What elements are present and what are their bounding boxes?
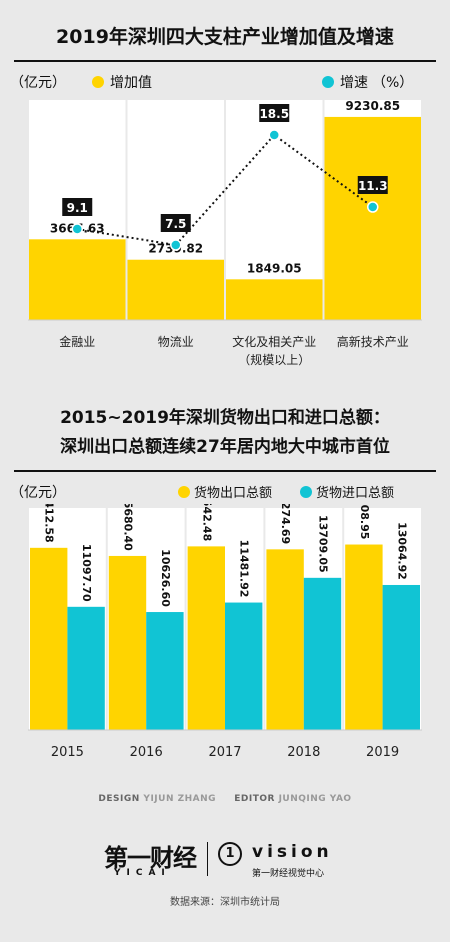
chart1-growth-label-box-2 — [259, 104, 290, 122]
chart1-unit-left: （亿元） — [10, 75, 66, 91]
chart1-bar-2 — [226, 279, 323, 320]
chart1-legend-line: 增速 — [340, 75, 368, 91]
chart2-import-label-0: 11097.70 — [80, 544, 93, 602]
chart2-export-label-1: 15680.40 — [122, 504, 135, 551]
chart1-bar-0 — [29, 239, 126, 320]
chart2-legend-import-dot — [300, 486, 312, 498]
chart1-growth-label-1: 7.5 — [165, 217, 186, 231]
chart1-legend-line-dot — [322, 76, 334, 88]
chart1-bar-1 — [127, 259, 224, 320]
chart2-export-label-2: 16542.48 — [200, 504, 213, 541]
chart1-growth-label-box-0 — [62, 198, 93, 216]
chart2-year-3: 2018 — [287, 745, 320, 760]
chart1-unit-right: （%） — [372, 75, 414, 91]
chart1-growth-point-3 — [367, 201, 379, 213]
logo-divider — [207, 842, 208, 876]
chart1-top-rule — [14, 60, 436, 62]
chart2-export-bar-4 — [345, 544, 383, 730]
chart1-bar-label-2: 1849.05 — [247, 261, 302, 275]
chart2-title-line1: 2015~2019年深圳货物出口和进口总额： — [60, 408, 390, 428]
chart2-import-bar-2 — [225, 602, 263, 730]
chart2-import-bar-0 — [67, 606, 105, 730]
chart2-import-bar-4 — [382, 584, 420, 730]
chart2-year-1: 2016 — [130, 745, 163, 760]
chart1-title: 2019年深圳四大支柱产业增加值及增速 — [56, 26, 394, 48]
chart1-bar-3 — [324, 116, 421, 321]
chart1-growth-label-box-3 — [357, 176, 388, 194]
chart2-import-bar-1 — [146, 612, 184, 730]
chart2-title-line2: 深圳出口总额连续27年居内地大中城市首位 — [60, 437, 390, 457]
chart2-year-2: 2017 — [208, 745, 241, 760]
chart1-legend-bar-dot — [92, 76, 104, 88]
chart1-bar-label-3: 9230.85 — [345, 99, 400, 113]
chart1-category-0: 金融业 — [59, 334, 95, 349]
chart2-export-label-3: 16274.69 — [279, 504, 292, 544]
chart1-growth-label-2: 18.5 — [259, 107, 289, 121]
chart1-growth-point-2 — [268, 129, 280, 141]
chart2-year-4: 2019 — [366, 745, 399, 760]
chart1-plot: 3667.63金融业2739.82物流业1849.05文化及相关产业（规模以上）… — [28, 99, 422, 367]
yicai-logo-sub: YICAI — [114, 868, 171, 878]
chart2-export-label-4: 16708.95 — [358, 504, 371, 539]
vision-logo-sub: 第一财经视觉中心 — [252, 869, 325, 879]
chart1-category-2: 文化及相关产业 — [232, 334, 316, 349]
chart2-year-0: 2015 — [51, 745, 84, 760]
chart1-growth-label-box-1 — [160, 214, 191, 232]
chart2-legend-export: 货物出口总额 — [194, 486, 273, 501]
chart1-legend-bar: 增加值 — [110, 75, 152, 91]
chart2-import-label-4: 13064.92 — [395, 522, 408, 580]
chart1-category-sub-2: （规模以上） — [238, 352, 310, 367]
chart2-export-bar-3 — [266, 549, 304, 730]
credits: DESIGN YIJUN ZHANG EDITOR JUNQING YAO — [0, 794, 450, 804]
chart2-plot: 16412.58 11097.70 2015 15680.40 10626.60 2016… — [28, 504, 422, 760]
vision-logo-icon: 1 — [218, 842, 242, 866]
chart1-growth-point-0 — [71, 223, 83, 235]
chart2-legend-export-dot — [178, 486, 190, 498]
chart2-import-label-3: 13709.05 — [317, 515, 330, 573]
editor-name: JUNQING YAO — [278, 794, 352, 804]
chart1-growth-point-1 — [170, 239, 182, 251]
chart2-export-bar-0 — [30, 547, 68, 730]
chart2-export-label-0: 16412.58 — [43, 504, 56, 543]
chart2-import-label-2: 11481.92 — [238, 540, 251, 598]
chart2-import-bar-3 — [303, 577, 342, 730]
yicai-logo-text: 第一财经 — [104, 844, 197, 872]
chart2-export-bar-1 — [108, 555, 147, 730]
chart2-top-rule — [14, 470, 436, 472]
chart1-growth-label-3: 11.3 — [358, 179, 388, 193]
editor-label: EDITOR — [234, 794, 275, 804]
chart1-category-3: 高新技术产业 — [337, 334, 409, 349]
data-source: 数据来源：深圳市统计局 — [170, 897, 280, 908]
vision-logo-text: vision — [252, 842, 333, 862]
design-label: DESIGN — [98, 794, 140, 804]
chart2-legend-import: 货物进口总额 — [316, 486, 395, 501]
chart1-growth-label-0: 9.1 — [67, 201, 88, 215]
chart1-category-1: 物流业 — [158, 335, 194, 349]
design-name: YIJUN ZHANG — [143, 794, 217, 804]
chart2-unit: （亿元） — [10, 485, 66, 501]
chart2-export-bar-2 — [187, 546, 225, 730]
chart2-import-label-1: 10626.60 — [159, 549, 172, 607]
